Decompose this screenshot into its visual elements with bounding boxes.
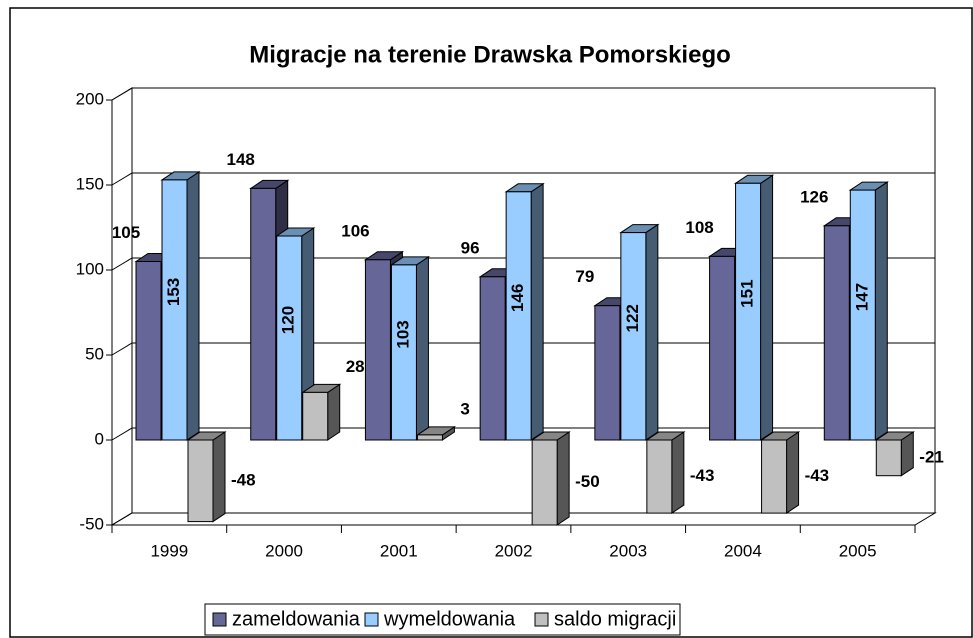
bar-front	[735, 182, 762, 441]
bar-front	[761, 439, 788, 514]
legend-label: zameldowania	[232, 608, 361, 630]
value-label: 151	[738, 279, 757, 307]
grid-line	[111, 257, 935, 271]
value-label: -48	[231, 470, 256, 489]
y-tick-label: 100	[76, 259, 104, 278]
bar-side	[786, 431, 800, 515]
bar	[186, 431, 227, 523]
value-label: 146	[508, 284, 527, 312]
y-tick-label: 50	[85, 344, 104, 363]
x-tick-label: 2003	[609, 541, 647, 560]
value-label: 147	[852, 283, 871, 311]
y-tick-label: 0	[95, 429, 104, 448]
bar-front	[364, 259, 391, 441]
x-tick-label: 2002	[495, 541, 533, 560]
y-tick-label: 150	[76, 174, 104, 193]
legend-swatch	[534, 612, 549, 627]
bar-side	[556, 431, 570, 526]
legend-label: wymeldowania	[383, 608, 516, 630]
bar	[759, 431, 801, 515]
bar	[733, 174, 775, 441]
bar-front	[250, 187, 277, 441]
bar-side	[212, 431, 226, 523]
bar	[389, 255, 431, 441]
bar-front	[161, 179, 188, 441]
value-label: 108	[685, 218, 713, 237]
grid-line	[111, 342, 935, 356]
value-label: 79	[575, 267, 594, 286]
value-label: -21	[919, 447, 944, 466]
bar-front	[416, 434, 443, 441]
bar-side	[327, 383, 341, 441]
x-tick-label: 2000	[265, 541, 303, 560]
bar-front	[875, 439, 902, 477]
y-tick-label: 200	[76, 89, 104, 108]
bar	[874, 431, 915, 477]
legend	[204, 603, 681, 636]
value-label: 126	[800, 187, 828, 206]
bar-side	[186, 170, 200, 441]
bar-side	[671, 431, 685, 515]
bar-side	[415, 255, 429, 441]
grid-line	[111, 427, 935, 441]
bar-front	[709, 255, 736, 441]
value-label: 122	[623, 304, 642, 332]
side-wall	[111, 87, 133, 526]
value-label: 106	[341, 221, 369, 240]
x-tick-label: 2005	[839, 541, 877, 560]
legend-label: saldo migracji	[554, 608, 676, 630]
x-tick-label: 2001	[380, 541, 418, 560]
value-label: 105	[112, 223, 140, 242]
value-label: 28	[346, 357, 365, 376]
bar-front	[135, 261, 162, 441]
legend-swatch	[212, 612, 227, 627]
bar	[645, 431, 686, 515]
bar	[301, 383, 342, 441]
grid-line	[111, 87, 935, 101]
value-label: -50	[575, 472, 600, 491]
x-tick-label: 2004	[724, 541, 762, 560]
value-label: 103	[393, 320, 412, 348]
bar-front	[187, 439, 214, 523]
bar-side	[874, 181, 888, 441]
value-label: 3	[460, 399, 469, 418]
bar-front	[505, 191, 532, 441]
grid-line	[111, 172, 935, 186]
value-label: -43	[690, 466, 715, 485]
bar-front	[531, 439, 558, 526]
bar-front	[620, 232, 647, 441]
bar-side	[530, 182, 544, 441]
bar-side	[760, 174, 774, 441]
value-label: 96	[461, 238, 480, 257]
bar-front	[823, 225, 850, 441]
bar	[848, 181, 889, 441]
value-label: 148	[227, 150, 255, 169]
bar-front	[479, 276, 506, 441]
bar	[415, 425, 457, 441]
bar-front	[302, 391, 329, 441]
bar	[504, 182, 545, 441]
bar	[619, 223, 660, 441]
x-tick-label: 1999	[150, 541, 188, 560]
bar-front	[594, 305, 621, 441]
value-label: -43	[805, 466, 830, 485]
bar-side	[645, 223, 659, 441]
bar-front	[390, 264, 417, 441]
floor	[110, 512, 937, 526]
value-label: 120	[279, 306, 298, 334]
bar	[530, 431, 571, 526]
y-tick-label: -50	[79, 514, 104, 533]
bar	[160, 170, 201, 441]
bar-front	[849, 189, 876, 441]
value-label: 153	[164, 278, 183, 306]
chart-title: Migracje na terenie Drawska Pomorskiego	[249, 41, 731, 68]
bar-front	[276, 235, 303, 441]
legend-swatch	[364, 612, 379, 627]
bar-front	[646, 439, 673, 514]
